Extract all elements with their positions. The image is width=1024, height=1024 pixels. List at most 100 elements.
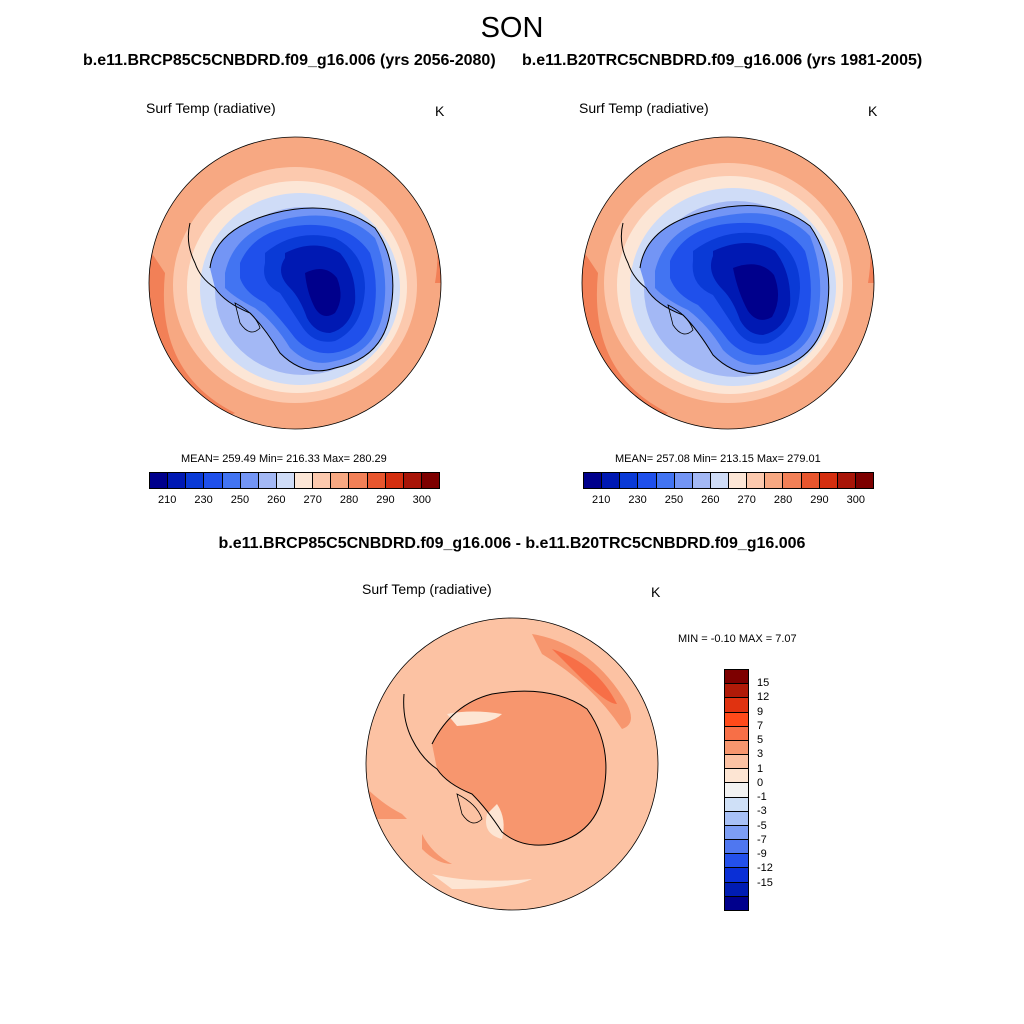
difference-colorbar-swatch xyxy=(725,698,748,713)
right-colorbar-tick-label: 300 xyxy=(846,494,865,506)
difference-colorbar-swatch xyxy=(725,769,748,784)
right-colorbar-swatch xyxy=(602,473,621,488)
left-colorbar-swatch xyxy=(222,473,241,488)
right-colorbar-tick-label: 290 xyxy=(810,494,829,506)
right-case-title: b.e11.B20TRC5CNBDRD.f09_g16.006 (yrs 198… xyxy=(522,52,923,69)
left-colorbar-swatch xyxy=(331,473,350,488)
right-colorbar-tick-label: 270 xyxy=(737,494,756,506)
right-colorbar-tick-label: 260 xyxy=(701,494,720,506)
difference-colorbar-swatch xyxy=(725,825,748,841)
right-colorbar-swatch xyxy=(783,473,802,488)
difference-colorbar-tick-label: -5 xyxy=(757,819,767,832)
difference-colorbar-tick-label: -9 xyxy=(757,848,767,861)
difference-colorbar-swatch xyxy=(725,726,748,741)
left-colorbar-tick-label: 280 xyxy=(339,494,359,506)
difference-colorbar-swatch xyxy=(725,811,748,826)
difference-title: b.e11.BRCP85C5CNBDRD.f09_g16.006 - b.e11… xyxy=(218,535,806,552)
right-colorbar-swatch xyxy=(620,473,639,488)
right-colorbar-swatch xyxy=(729,473,748,488)
right-colorbar-tick-label: 250 xyxy=(664,494,684,506)
difference-colorbar-tick-label: 0 xyxy=(757,776,764,789)
difference-colorbar-tick-label: 5 xyxy=(757,734,764,747)
difference-colorbar-tick-label: 3 xyxy=(757,748,764,761)
difference-colorbar-swatch xyxy=(725,797,748,812)
right-colorbar-swatch xyxy=(710,473,729,488)
difference-colorbar-tick-label: 12 xyxy=(757,691,770,704)
main-title: SON xyxy=(480,12,544,44)
left-colorbar-tick-label: 270 xyxy=(303,494,322,506)
right-colorbar-ticks: 210 230 250 260 270 280 290 300 xyxy=(583,494,874,508)
difference-units-label: K xyxy=(651,584,661,600)
difference-colorbar-tick-label: -12 xyxy=(757,862,773,875)
right-colorbar-swatch xyxy=(584,473,603,488)
left-colorbar-swatch xyxy=(295,473,314,488)
right-colorbar-swatch xyxy=(837,473,856,488)
right-colorbar-swatch xyxy=(801,473,820,488)
left-colorbar-swatch xyxy=(168,473,187,488)
left-colorbar-tick-label: 230 xyxy=(194,494,213,506)
left-colorbar-tick-label: 300 xyxy=(412,494,431,506)
difference-colorbar-swatch xyxy=(725,670,748,685)
right-colorbar xyxy=(583,472,874,489)
difference-colorbar-swatch xyxy=(725,740,748,756)
left-colorbar-swatch xyxy=(258,473,277,488)
difference-colorbar-tick-label: 1 xyxy=(757,762,764,775)
left-colorbar-swatch xyxy=(204,473,223,488)
difference-colorbar-swatch xyxy=(725,783,748,798)
difference-colorbar-tick-label: 9 xyxy=(757,705,764,718)
left-colorbar-swatch xyxy=(403,473,422,488)
right-colorbar-swatch xyxy=(747,473,766,488)
right-variable-label: Surf Temp (radiative) xyxy=(579,100,709,116)
left-case-title: b.e11.BRCP85C5CNBDRD.f09_g16.006 (yrs 20… xyxy=(83,52,496,69)
right-colorbar-tick-label: 230 xyxy=(628,494,647,506)
difference-colorbar-tick-label: -1 xyxy=(757,791,767,804)
left-colorbar-tick-label: 250 xyxy=(230,494,250,506)
difference-colorbar-swatch xyxy=(725,755,748,770)
left-colorbar-swatch xyxy=(385,473,404,488)
difference-colorbar-swatch xyxy=(725,896,748,910)
difference-variable-label: Surf Temp (radiative) xyxy=(362,581,492,597)
right-colorbar-swatch xyxy=(638,473,657,488)
difference-colorbar-ticks: 15 12 9 7 5 3 1 0 -1 -3 -5 -7 -9 -12 -15 xyxy=(757,669,797,911)
difference-stats-label: MIN = -0.10 MAX = 7.07 xyxy=(678,633,797,645)
right-colorbar-swatch xyxy=(819,473,838,488)
difference-colorbar-tick-label: -7 xyxy=(757,833,767,846)
difference-colorbar-tick-label: -3 xyxy=(757,805,767,818)
right-polar-map xyxy=(581,136,875,430)
left-colorbar-swatch xyxy=(313,473,332,488)
right-colorbar-swatch xyxy=(765,473,784,488)
right-units-label: K xyxy=(868,103,878,119)
left-polar-map xyxy=(148,136,442,430)
left-colorbar-ticks: 210 230 250 260 270 280 290 300 xyxy=(149,494,440,508)
left-stats-label: MEAN= 259.49 Min= 216.33 Max= 280.29 xyxy=(181,453,387,465)
difference-colorbar-swatch xyxy=(725,684,748,699)
left-units-label: K xyxy=(435,103,445,119)
right-colorbar-tick-label: 210 xyxy=(592,494,611,506)
difference-colorbar xyxy=(724,669,749,911)
right-colorbar-tick-label: 280 xyxy=(773,494,793,506)
difference-colorbar-swatch xyxy=(725,868,748,883)
left-colorbar-swatch xyxy=(186,473,205,488)
difference-colorbar-swatch xyxy=(725,712,748,727)
left-colorbar-tick-label: 290 xyxy=(376,494,395,506)
right-colorbar-swatch xyxy=(692,473,711,488)
difference-colorbar-swatch xyxy=(725,854,748,869)
difference-polar-map xyxy=(365,617,659,911)
left-colorbar-swatch xyxy=(367,473,386,488)
left-colorbar-swatch xyxy=(240,473,259,488)
left-colorbar-swatch xyxy=(276,473,295,488)
difference-colorbar-tick-label: 15 xyxy=(757,677,770,690)
right-colorbar-swatch xyxy=(855,473,873,488)
difference-colorbar-swatch xyxy=(725,882,748,897)
left-colorbar xyxy=(149,472,440,489)
left-colorbar-tick-label: 210 xyxy=(158,494,177,506)
left-colorbar-swatch xyxy=(150,473,169,488)
right-colorbar-swatch xyxy=(674,473,693,488)
right-colorbar-swatch xyxy=(656,473,675,488)
left-colorbar-swatch xyxy=(349,473,368,488)
difference-colorbar-tick-label: -15 xyxy=(757,876,773,889)
left-colorbar-tick-label: 260 xyxy=(267,494,286,506)
difference-colorbar-tick-label: 7 xyxy=(757,719,764,732)
left-variable-label: Surf Temp (radiative) xyxy=(146,100,276,116)
left-colorbar-swatch xyxy=(421,473,439,488)
